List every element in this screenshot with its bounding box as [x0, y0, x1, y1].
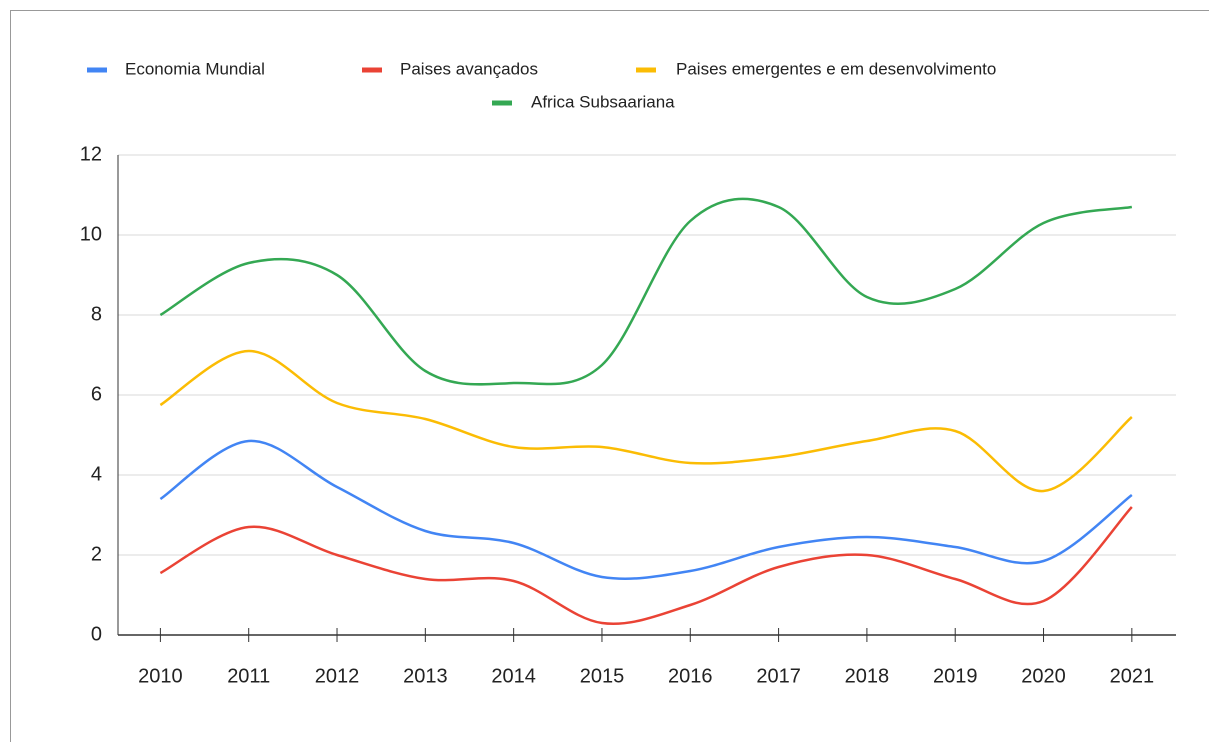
y-tick-label: 8 [91, 303, 102, 325]
x-tick-label: 2016 [668, 665, 713, 687]
y-tick-label: 12 [80, 143, 102, 165]
x-tick-label: 2020 [1021, 665, 1066, 687]
x-tick-label: 2013 [403, 665, 448, 687]
x-tick-label: 2021 [1110, 665, 1155, 687]
x-tick-label: 2015 [580, 665, 625, 687]
x-tick-label: 2011 [227, 665, 270, 687]
x-tick-label: 2018 [845, 665, 890, 687]
x-tick-label: 2019 [933, 665, 978, 687]
y-tick-label: 0 [91, 623, 102, 645]
x-tick-label: 2012 [315, 665, 360, 687]
y-tick-label: 6 [91, 383, 102, 405]
legend-label: Paises avançados [400, 59, 538, 78]
y-tick-label: 10 [80, 223, 102, 245]
y-tick-label: 2 [91, 543, 102, 565]
legend-label: Paises emergentes e em desenvolvimento [676, 59, 996, 78]
legend-label: Africa Subsaariana [531, 92, 675, 111]
frame [11, 11, 1209, 743]
x-tick-label: 2010 [138, 665, 183, 687]
x-tick-label: 2017 [756, 665, 801, 687]
x-tick-label: 2014 [491, 665, 536, 687]
y-tick-label: 4 [91, 463, 102, 485]
legend-label: Economia Mundial [125, 59, 265, 78]
